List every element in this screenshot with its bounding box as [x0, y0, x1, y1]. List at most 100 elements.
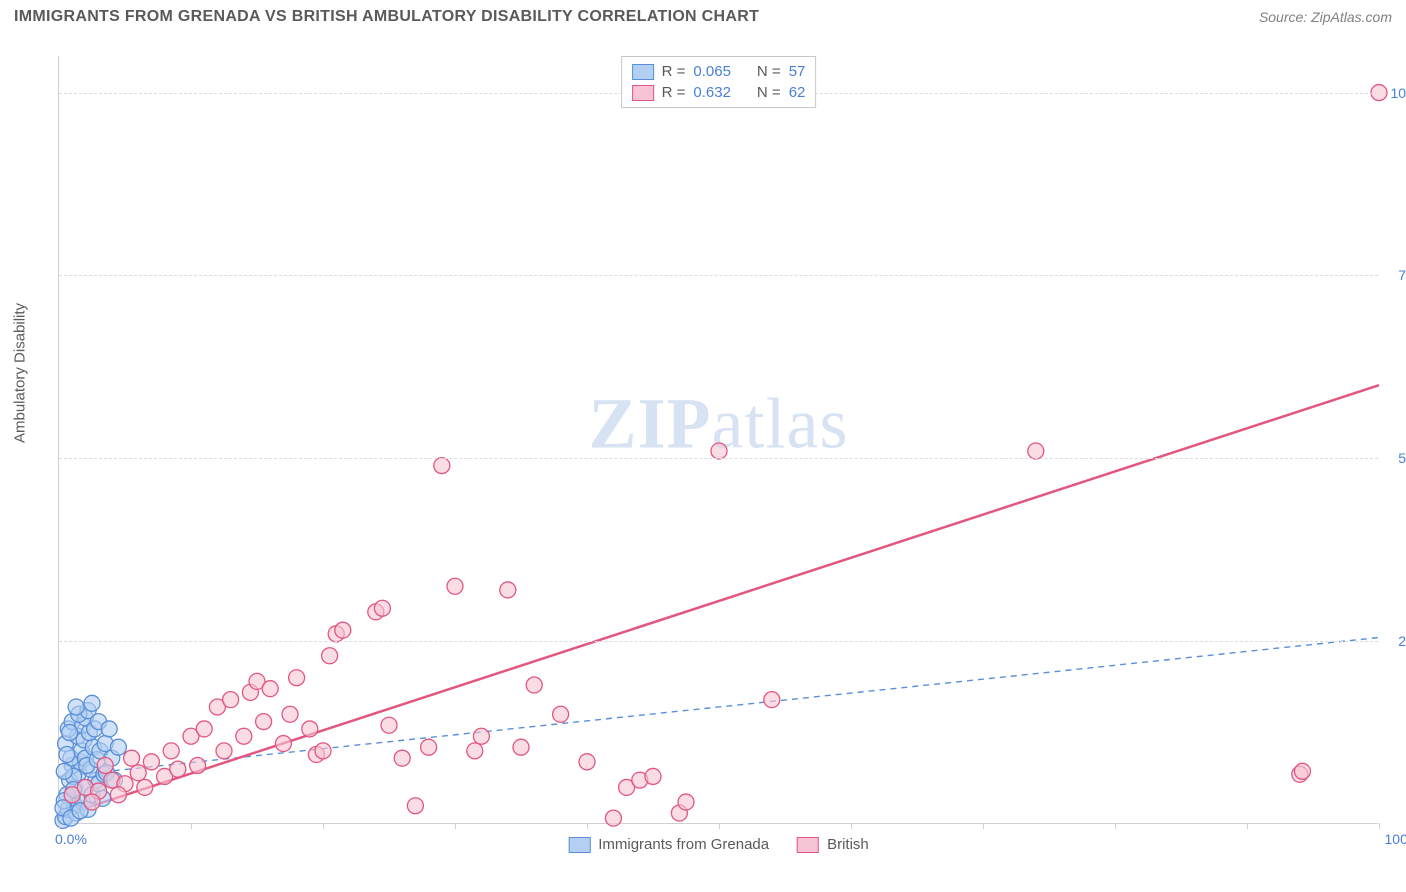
legend-row-grenada: R = 0.065 N = 57 — [632, 61, 806, 82]
legend-label-grenada: Immigrants from Grenada — [598, 836, 769, 853]
r-label: R = — [662, 63, 686, 80]
point-british — [302, 721, 318, 737]
n-label: N = — [757, 63, 781, 80]
r-label: R = — [662, 84, 686, 101]
point-british — [275, 736, 291, 752]
point-british — [764, 692, 780, 708]
x-tick — [1115, 823, 1116, 829]
point-grenada — [62, 725, 78, 741]
x-tick — [719, 823, 720, 829]
point-british — [553, 706, 569, 722]
legend-label-british: British — [827, 836, 869, 853]
point-british — [335, 622, 351, 638]
x-tick — [587, 823, 588, 829]
point-british — [381, 717, 397, 733]
point-british — [605, 810, 621, 826]
point-british — [282, 706, 298, 722]
legend-item-grenada: Immigrants from Grenada — [568, 836, 769, 853]
swatch-british — [797, 837, 819, 853]
y-tick-label: 100.0% — [1391, 85, 1406, 101]
point-british — [394, 750, 410, 766]
n-value-grenada: 57 — [789, 63, 806, 80]
y-axis-title: Ambulatory Disability — [12, 303, 29, 443]
point-british — [579, 754, 595, 770]
x-tick — [59, 823, 60, 829]
point-british — [421, 739, 437, 755]
point-british — [124, 750, 140, 766]
point-british — [97, 757, 113, 773]
point-british — [190, 757, 206, 773]
x-tick — [191, 823, 192, 829]
plot-area: ZIPatlas R = 0.065 N = 57 R = 0.632 N = … — [58, 56, 1378, 824]
point-british — [137, 779, 153, 795]
swatch-british — [632, 85, 654, 101]
point-british — [447, 578, 463, 594]
legend-correlation: R = 0.065 N = 57 R = 0.632 N = 62 — [621, 56, 817, 108]
n-value-british: 62 — [789, 84, 806, 101]
point-grenada — [68, 699, 84, 715]
point-british — [1294, 763, 1310, 779]
chart-container: Ambulatory Disability ZIPatlas R = 0.065… — [14, 28, 1392, 858]
point-british — [256, 714, 272, 730]
y-tick-label: 25.0% — [1398, 633, 1406, 649]
point-british — [1028, 443, 1044, 459]
point-british — [130, 765, 146, 781]
gridline-h — [59, 275, 1378, 276]
legend-series: Immigrants from Grenada British — [568, 836, 869, 853]
point-british — [434, 458, 450, 474]
source-prefix: Source: — [1259, 9, 1311, 25]
y-tick-label: 50.0% — [1398, 450, 1406, 466]
scatter-svg — [59, 56, 1378, 823]
x-tick — [851, 823, 852, 829]
point-grenada — [101, 721, 117, 737]
legend-item-british: British — [797, 836, 869, 853]
point-grenada — [84, 695, 100, 711]
n-label: N = — [757, 84, 781, 101]
point-grenada — [110, 739, 126, 755]
r-value-grenada: 0.065 — [693, 63, 731, 80]
point-british — [500, 582, 516, 598]
point-british — [163, 743, 179, 759]
chart-header: IMMIGRANTS FROM GRENADA VS BRITISH AMBUL… — [0, 0, 1406, 28]
source-link[interactable]: ZipAtlas.com — [1311, 9, 1392, 25]
point-british — [513, 739, 529, 755]
point-british — [236, 728, 252, 744]
x-tick-label-left: 0.0% — [55, 831, 87, 847]
point-british — [223, 692, 239, 708]
point-british — [711, 443, 727, 459]
r-value-british: 0.632 — [693, 84, 731, 101]
x-tick-label-right: 100.0% — [1385, 831, 1406, 847]
chart-title: IMMIGRANTS FROM GRENADA VS BRITISH AMBUL… — [14, 8, 759, 26]
trendline-grenada — [59, 637, 1379, 776]
point-british — [289, 670, 305, 686]
point-grenada — [56, 763, 72, 779]
y-tick-label: 75.0% — [1398, 267, 1406, 283]
point-british — [315, 743, 331, 759]
point-british — [473, 728, 489, 744]
point-british — [526, 677, 542, 693]
point-british — [143, 754, 159, 770]
point-british — [262, 681, 278, 697]
point-british — [645, 768, 661, 784]
point-british — [196, 721, 212, 737]
point-british — [407, 798, 423, 814]
point-british — [170, 761, 186, 777]
point-british — [216, 743, 232, 759]
x-tick — [983, 823, 984, 829]
source-attribution: Source: ZipAtlas.com — [1259, 9, 1392, 25]
x-tick — [1247, 823, 1248, 829]
point-british — [467, 743, 483, 759]
point-grenada — [59, 747, 75, 763]
x-tick — [1379, 823, 1380, 829]
point-british — [374, 600, 390, 616]
legend-row-british: R = 0.632 N = 62 — [632, 82, 806, 103]
swatch-grenada — [568, 837, 590, 853]
point-british — [110, 787, 126, 803]
point-british — [678, 794, 694, 810]
x-tick — [455, 823, 456, 829]
point-british — [322, 648, 338, 664]
gridline-h — [59, 458, 1378, 459]
point-british — [84, 794, 100, 810]
x-tick — [323, 823, 324, 829]
swatch-grenada — [632, 64, 654, 80]
